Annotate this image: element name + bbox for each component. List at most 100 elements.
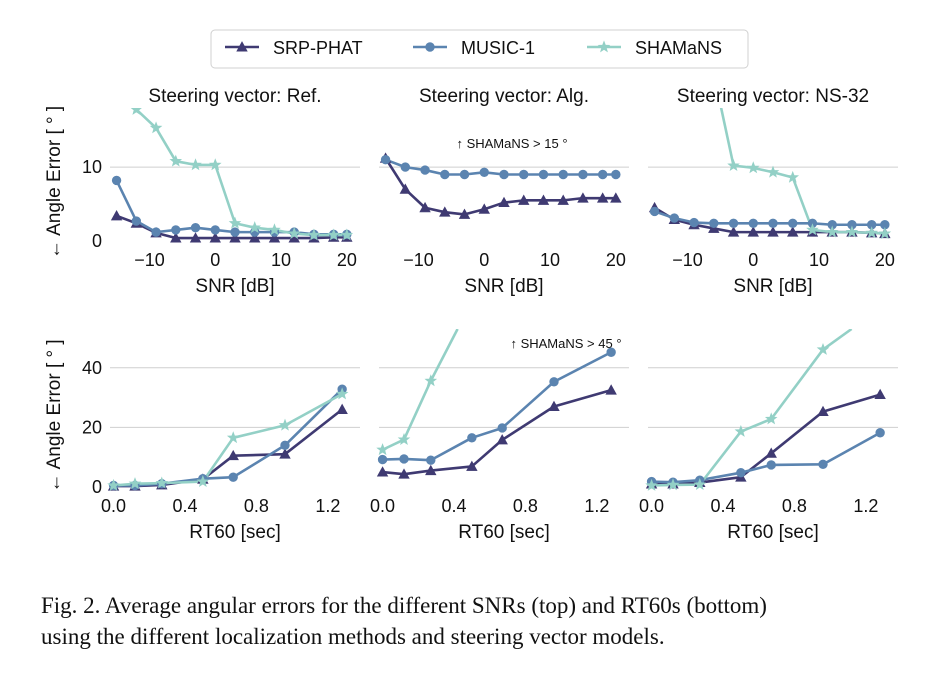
- data-point-shamans: [335, 387, 349, 400]
- panel-2: Steering vector: Alg. −10 0 10 20 SNR [dB] ↑ S…: [379, 86, 629, 297]
- x-tick-label: 0.8: [782, 496, 807, 516]
- data-point-srp-phat: [229, 232, 241, 243]
- data-point-srp-phat: [439, 206, 451, 217]
- data-point-music-1: [420, 165, 430, 175]
- data-point-shamans: [734, 424, 748, 437]
- y-axis-label: ← Angle Error [ ° ]: [44, 106, 65, 259]
- data-point-shamans: [107, 478, 120, 491]
- data-point-shamans: [845, 225, 859, 238]
- series-line-srp-phat: [382, 388, 612, 476]
- data-point-music-1: [171, 225, 181, 235]
- data-point-shamans: [128, 477, 142, 490]
- series-group: [648, 108, 892, 239]
- x-axis-label: RT60 [sec]: [727, 522, 819, 543]
- data-point-srp-phat: [110, 210, 123, 221]
- legend-label: SHAMaNS: [635, 38, 722, 58]
- data-point-srp-phat: [498, 196, 510, 208]
- data-point-srp-phat: [557, 194, 569, 205]
- series-line-shamans: [113, 392, 343, 487]
- legend-item-shamans: SHAMaNS: [587, 38, 722, 58]
- data-point-music-1: [131, 216, 142, 226]
- x-tick-label: 0.0: [370, 496, 395, 516]
- data-point-srp-phat: [577, 192, 589, 203]
- data-point-srp-phat: [399, 183, 412, 194]
- panel-annotation: ↑ SHAMaNS > 45 °: [510, 336, 621, 351]
- data-point-shamans: [149, 121, 163, 134]
- data-point-srp-phat: [518, 194, 530, 205]
- data-point-srp-phat: [537, 194, 550, 205]
- data-point-shamans: [376, 443, 389, 456]
- y-tick-label: 0: [92, 231, 102, 251]
- legend-marker: [597, 40, 611, 53]
- data-point-shamans: [424, 374, 438, 387]
- x-tick-label: 20: [875, 250, 895, 270]
- data-point-music-1: [280, 440, 290, 450]
- y-tick-label: 10: [82, 157, 102, 177]
- data-point-shamans: [766, 165, 780, 178]
- x-tick-label: 10: [540, 250, 560, 270]
- data-point-music-1: [875, 428, 885, 438]
- data-point-srp-phat: [227, 449, 239, 461]
- data-point-music-1: [788, 218, 798, 228]
- data-point-srp-phat: [425, 464, 437, 476]
- series-line-shamans-offscale: [822, 329, 853, 351]
- x-tick-label: −10: [403, 250, 434, 270]
- data-point-srp-phat: [548, 400, 560, 411]
- legend-marker: [425, 42, 435, 52]
- x-tick-label: 1.2: [853, 496, 878, 516]
- y-tick-label: 40: [82, 358, 102, 378]
- x-tick-label: 0.8: [244, 496, 269, 516]
- data-point-music-1: [440, 169, 450, 180]
- data-point-shamans: [327, 228, 340, 241]
- data-point-music-1: [228, 472, 238, 482]
- data-point-music-1: [380, 155, 391, 165]
- series-group: [107, 384, 349, 491]
- data-point-shamans: [226, 431, 240, 444]
- series-group: [376, 329, 617, 479]
- x-tick-label: 0: [210, 250, 220, 270]
- x-axis-label: RT60 [sec]: [189, 522, 281, 543]
- data-point-music-1: [768, 218, 778, 228]
- data-point-music-1: [818, 459, 828, 470]
- data-point-srp-phat: [765, 447, 777, 458]
- data-point-shamans: [268, 223, 281, 236]
- series-line-shamans-offscale: [429, 329, 459, 382]
- x-tick-label: 0.4: [710, 496, 735, 516]
- data-point-shamans: [666, 478, 680, 491]
- x-tick-label: 10: [271, 250, 291, 270]
- data-point-shamans: [287, 226, 301, 239]
- data-point-music-1: [111, 175, 122, 186]
- legend-label: SRP-PHAT: [273, 38, 363, 58]
- data-point-music-1: [190, 223, 201, 233]
- data-point-srp-phat: [458, 208, 471, 219]
- legend-label: MUSIC-1: [461, 38, 535, 58]
- data-point-srp-phat: [170, 232, 182, 243]
- x-axis-label: RT60 [sec]: [458, 522, 550, 543]
- data-point-music-1: [538, 169, 549, 180]
- data-point-music-1: [558, 169, 568, 180]
- data-point-music-1: [549, 377, 559, 387]
- data-point-music-1: [377, 454, 388, 465]
- data-point-srp-phat: [419, 201, 431, 213]
- y-tick-label: 20: [82, 417, 102, 437]
- panel-title: Steering vector: NS-32: [677, 86, 869, 107]
- data-point-srp-phat: [817, 405, 829, 417]
- data-point-music-1: [597, 169, 608, 180]
- data-point-srp-phat: [268, 232, 281, 243]
- data-point-shamans: [248, 221, 262, 234]
- data-point-shamans: [228, 216, 242, 229]
- figure-caption: Fig. 2. Average angular errors for the d…: [41, 590, 921, 652]
- data-point-srp-phat: [747, 226, 759, 237]
- legend: SRP-PHAT MUSIC-1 SHAMaNS: [210, 29, 749, 69]
- data-point-music-1: [399, 454, 409, 464]
- x-axis-label: SNR [dB]: [195, 276, 274, 297]
- data-point-shamans: [764, 412, 778, 425]
- y-tick-label: 0: [92, 477, 102, 497]
- data-point-shamans: [786, 170, 800, 183]
- x-tick-label: 0: [479, 250, 489, 270]
- series-group: [110, 108, 354, 243]
- data-point-music-1: [497, 423, 507, 433]
- data-point-shamans: [806, 223, 819, 236]
- panel-6: 0.0 0.4 0.8 1.2 RT60 [sec]: [639, 329, 898, 543]
- data-point-srp-phat: [209, 232, 221, 243]
